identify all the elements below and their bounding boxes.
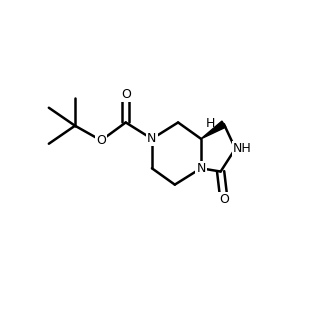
Text: O: O (96, 134, 106, 147)
Text: O: O (219, 193, 229, 206)
Text: NH: NH (233, 142, 252, 155)
Text: N: N (147, 132, 157, 145)
Text: N: N (196, 162, 206, 175)
Text: O: O (121, 88, 131, 101)
Polygon shape (201, 121, 226, 139)
Text: H: H (206, 116, 215, 130)
